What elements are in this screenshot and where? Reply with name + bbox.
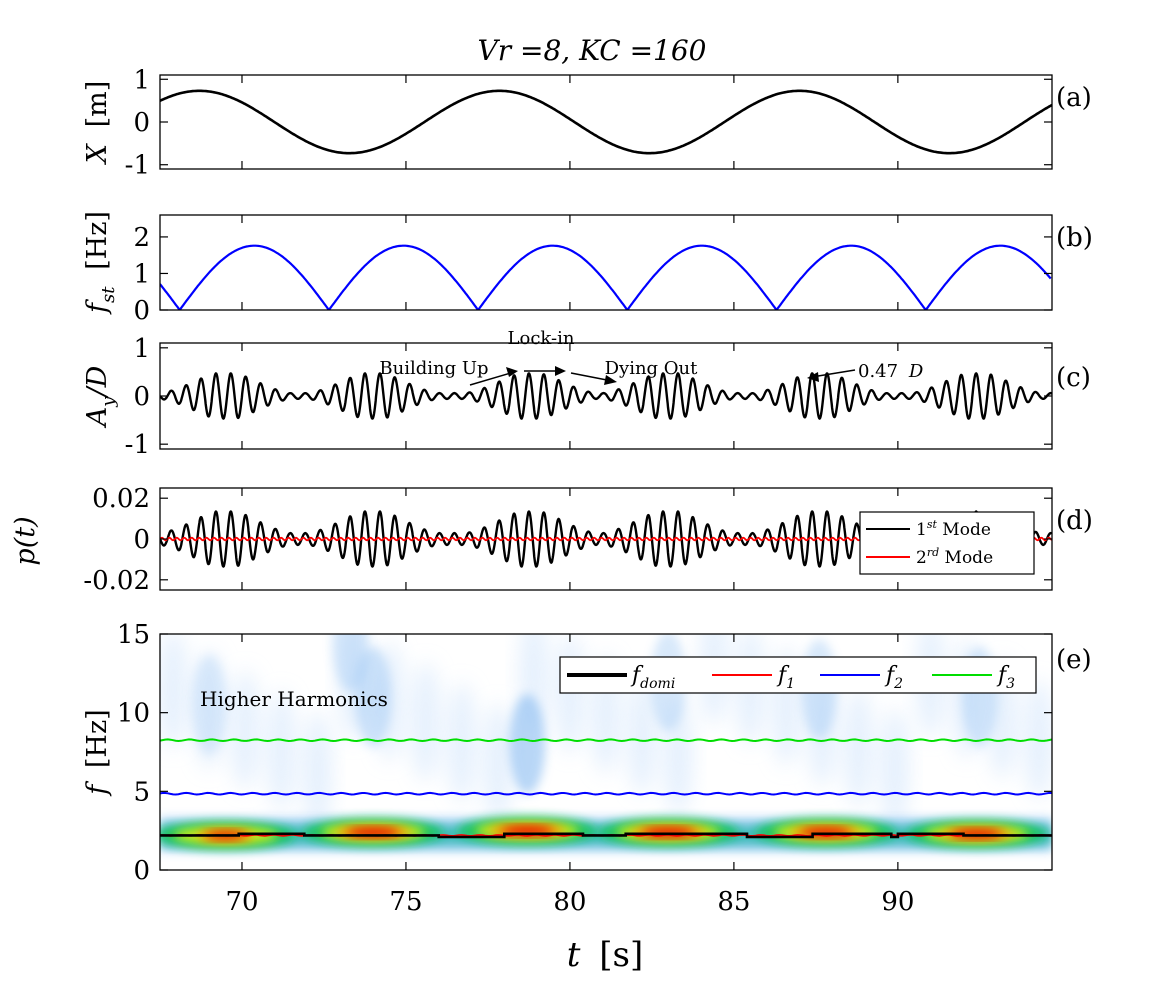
spectrum-background [555,634,584,754]
harmonic-blob [191,654,228,755]
y-tick-label: 10 [117,699,150,729]
panel-d: -0.02 0 0.02 (d) p(t) 1st Mode 2rd Mode [10,484,1093,596]
f2-line [160,791,1052,796]
panel-e-legend: fdomi f1 f2 f3 [559,656,1037,694]
spectrum-background [447,682,476,803]
panel-d-legend: 1st Mode 2rd Mode [859,511,1035,575]
panel-e-label: (e) [1056,645,1092,675]
y-tick-label: 5 [133,777,150,807]
spectrum-background [231,669,260,790]
y-tick-label: 1 [133,334,150,364]
x-axis-label: t [s] [567,935,643,975]
annotation-arrows [469,366,856,386]
y-tick-label: 0.02 [92,484,150,514]
y-tick-label: -1 [125,151,150,181]
panel-a-plot [160,89,1052,155]
x-tick-label: 85 [717,887,750,917]
panel-c: -1 0 1 (c) Ay/D Lock-in Building Up Dying … [82,328,1091,460]
spectrum-background [1024,679,1052,800]
arrow-amplitude-head [807,372,819,382]
y-tick-label: 15 [117,620,150,650]
y-tick-label: 1 [133,65,150,95]
y-tick-label: 0 [133,296,150,326]
panel-c-label: (c) [1056,363,1091,393]
f-domi-line [160,832,1052,839]
panel-e-frame [159,633,1053,871]
panel-e: 0 5 10 15 70 75 80 85 90 (e) f [Hz] Higher Harm… [82,620,1092,917]
y-tick-label: -1 [125,430,150,460]
y-tick-label: 0 [133,382,150,412]
arrow-building-up-head [506,367,518,377]
lock-in-annotation: Lock-in [508,328,575,349]
higher-harmonics-annotation: Higher Harmonics [200,687,388,711]
x-tick-label: 90 [881,887,914,917]
spectrum-background [483,703,512,824]
spectrum-background [303,710,332,831]
arrow-building-up [469,371,515,386]
panel-d-ylabel: p(t) [10,516,41,565]
arrow-dying-out-head [604,375,617,385]
panel-a-frame [159,74,1053,170]
x-tick-label: 70 [225,887,258,917]
arrow-amplitude [811,369,856,378]
panel-e-yticks: 0 5 10 15 [117,620,1052,886]
shedding-frequency-line [160,244,1052,310]
panel-b-plot [160,244,1052,310]
f3-line [160,738,1052,743]
panel-a-yticks: -1 0 1 [125,65,1052,181]
cross-flow-amplitude-line [160,372,1052,420]
panel-a: -1 0 1 (a) X [m] [82,65,1092,180]
spectrum-background [880,707,909,828]
x-tick-label: 80 [553,887,586,917]
spectrum-background [411,662,440,783]
legend-1st-mode: 1st Mode [916,518,991,540]
arrow-lock-in-head [555,366,566,376]
figure-title: Vr =8, KC =160 [478,34,707,67]
panel-c-ylabel: Ay/D [82,365,119,429]
building-up-annotation: Building Up [379,358,488,379]
panel-d-yticks: -0.02 0 0.02 [83,484,1052,596]
panel-d-legend-box [859,511,1035,575]
panel-b-frame [159,214,1053,311]
harmonic-blob [509,694,546,795]
harmonic-blob [332,634,369,692]
panel-a-label: (a) [1056,83,1092,113]
y-tick-label: 1 [133,259,150,289]
panel-b-label: (b) [1056,223,1093,253]
panel-b: 0 1 2 (b) fst [Hz] [82,211,1093,326]
panel-b-yticks: 0 1 2 [133,215,1052,326]
y-tick-label: -0.02 [83,566,150,596]
panel-a-ylabel: X [m] [82,81,113,166]
dying-out-annotation: Dying Out [605,358,699,379]
legend-2rd-mode: 2rd Mode [916,546,993,568]
spectrum-background [267,690,296,811]
panel-d-label: (d) [1056,506,1093,536]
y-tick-label: 0 [133,525,150,555]
panel-c-yticks: -1 0 1 [125,334,1052,460]
panel-b-ylabel: fst [Hz] [82,211,121,315]
amplitude-annotation: 0.47 D [858,361,924,382]
y-tick-label: 2 [133,223,150,253]
panel-e-xticks: 70 75 80 85 90 [225,634,914,917]
panel-e-ylabel: f [Hz] [82,709,113,796]
x-tick-label: 75 [389,887,422,917]
y-tick-label: 0 [133,108,150,138]
panel-e-lines [160,738,1052,839]
spectrum-background [844,687,873,808]
displacement-line [160,89,1052,155]
panel-c-plot [160,372,1052,420]
y-tick-label: 0 [133,856,150,886]
spectrum-background [628,674,657,795]
spectrum-background [160,634,188,750]
